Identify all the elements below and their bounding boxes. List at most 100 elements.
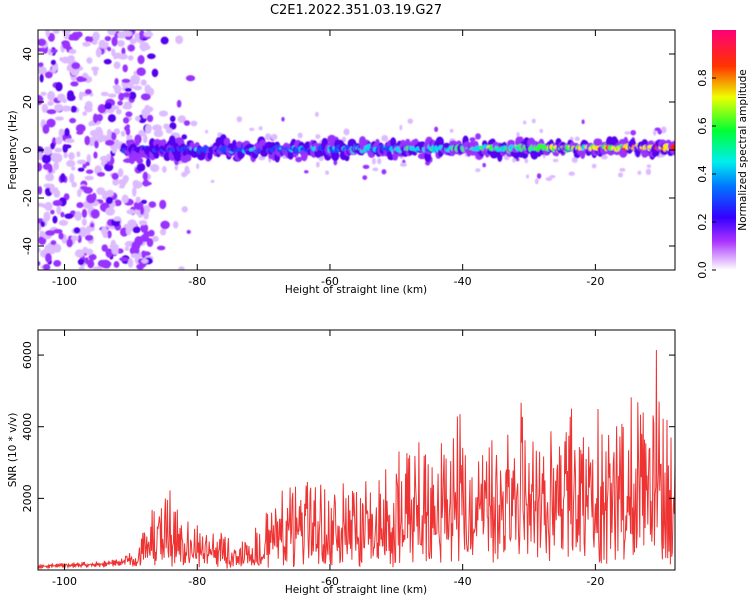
- spectrogram-point: [61, 56, 70, 64]
- spectrogram-point: [104, 102, 113, 110]
- spectrogram-point: [169, 115, 176, 123]
- spectrogram-x-tick-label: -40: [454, 275, 472, 288]
- spectrogram-point: [136, 157, 144, 165]
- spectrogram-point: [77, 258, 85, 266]
- spectrogram-point: [89, 222, 95, 229]
- snr-y-axis-label: SNR (10 * v/v): [7, 413, 19, 488]
- spectrogram-point: [77, 167, 85, 172]
- spectrogram-point: [109, 105, 120, 110]
- snr-x-tick-label: -80: [188, 575, 206, 588]
- spectrogram-point: [169, 122, 177, 130]
- spectrogram-point: [131, 186, 137, 197]
- spectrogram-point: [114, 78, 119, 86]
- spectrogram-point: [134, 134, 142, 145]
- snr-y-tick-label: 2000: [21, 484, 34, 512]
- spectrogram-point: [168, 135, 176, 147]
- spectrogram-point: [60, 173, 66, 183]
- spectrogram-point: [92, 31, 100, 42]
- spectrogram-point: [591, 163, 597, 169]
- spectrogram-point: [85, 227, 95, 232]
- spectrogram-point: [434, 126, 439, 133]
- spectrogram-point: [121, 78, 131, 83]
- spectrogram-point: [46, 118, 56, 128]
- spectrogram-point: [125, 124, 130, 129]
- spectrogram-point: [128, 91, 137, 100]
- spectrogram-point: [124, 87, 132, 92]
- spectrogram-point: [181, 206, 188, 213]
- spectrogram-point: [58, 219, 69, 226]
- spectrogram-point: [143, 204, 151, 214]
- spectrogram-point: [617, 172, 624, 178]
- spectrogram-point: [207, 151, 213, 160]
- spectrogram-x-tick-label: -80: [188, 275, 206, 288]
- spectrogram-point: [96, 136, 104, 143]
- spectrogram-point: [75, 31, 83, 38]
- spectrogram-point: [66, 159, 76, 168]
- spectrogram-point: [113, 61, 121, 70]
- spectrogram-x-ticks: -100 -80 -60 -40 -20: [52, 30, 604, 288]
- spectrogram-point: [82, 163, 87, 169]
- spectrogram-point: [143, 211, 149, 220]
- colorbar-tick-label: 0.0: [696, 261, 709, 279]
- spectrogram-point: [45, 253, 52, 263]
- spectrogram-point: [101, 244, 108, 252]
- spectrogram-point: [91, 66, 100, 72]
- colorbar-ticks: 0.0 0.2 0.4 0.6 0.8: [696, 69, 716, 279]
- spectrogram-point: [304, 170, 309, 174]
- spectrogram-points: [38, 30, 675, 270]
- spectrogram-y-tick-label: 20: [21, 95, 34, 109]
- spectrogram-point: [400, 162, 407, 167]
- spectrogram-point: [43, 164, 50, 170]
- spectrogram-point: [161, 166, 167, 173]
- spectrogram-point: [186, 229, 191, 234]
- spectrogram-point: [82, 111, 88, 116]
- spectrogram-point: [140, 223, 149, 233]
- spectrogram-point: [120, 130, 126, 137]
- spectrogram-point: [135, 196, 141, 203]
- spectrogram-point: [70, 105, 78, 113]
- spectrogram-point: [95, 47, 102, 58]
- spectrogram-point: [115, 142, 122, 149]
- spectrogram-point: [524, 158, 529, 164]
- spectrogram-point: [45, 30, 50, 38]
- spectrogram-point: [399, 124, 403, 131]
- spectrogram-point: [175, 35, 184, 45]
- spectrogram-point: [71, 62, 81, 70]
- spectrogram-point: [295, 156, 303, 163]
- spectrogram-point: [88, 253, 97, 261]
- spectrogram-point: [145, 45, 151, 50]
- snr-y-tick-label: 6000: [21, 341, 34, 369]
- spectrogram-point: [99, 41, 109, 46]
- spectrogram-point: [372, 157, 376, 165]
- spectrogram-point: [111, 246, 119, 255]
- spectrogram-point: [136, 67, 146, 76]
- spectrogram-point: [41, 153, 52, 164]
- spectrogram-point: [47, 90, 56, 101]
- spectrogram-point: [264, 133, 272, 141]
- spectrogram-point: [315, 161, 320, 168]
- spectrogram-point: [145, 124, 152, 135]
- spectrogram-point: [137, 54, 145, 65]
- spectrogram-point: [236, 116, 243, 123]
- spectrogram-point: [258, 126, 263, 131]
- spectrogram-point: [425, 160, 431, 166]
- spectrogram-point: [122, 104, 133, 110]
- spectrogram-point: [76, 202, 84, 209]
- spectrogram-point: [362, 164, 370, 169]
- spectrogram-point: [71, 166, 76, 171]
- spectrogram-point: [43, 183, 54, 188]
- spectrogram-point: [325, 170, 330, 175]
- spectrogram-point: [512, 157, 517, 163]
- spectrogram-point: [475, 133, 481, 140]
- spectrogram-point: [100, 259, 111, 269]
- spectrogram-point: [177, 115, 186, 124]
- spectrogram-point: [121, 47, 126, 56]
- spectrogram-point: [77, 77, 88, 82]
- spectrogram-point: [156, 245, 166, 251]
- spectrogram-point: [159, 199, 167, 210]
- spectrogram-point: [196, 163, 200, 170]
- spectrogram-point: [38, 94, 44, 105]
- spectrogram-point: [38, 261, 41, 266]
- spectrogram-point: [315, 134, 321, 139]
